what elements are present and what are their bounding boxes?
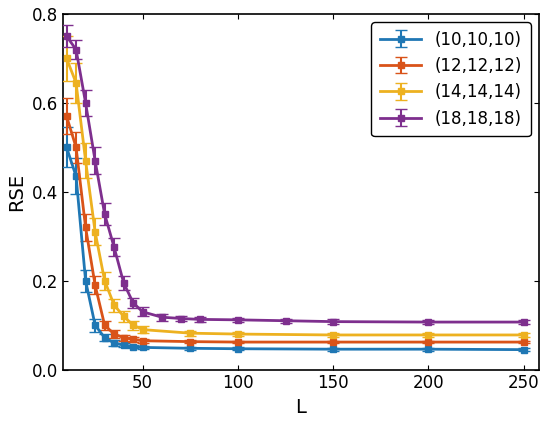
X-axis label: L: L <box>295 398 306 417</box>
Legend: (10,10,10), (12,12,12), (14,14,14), (18,18,18): (10,10,10), (12,12,12), (14,14,14), (18,… <box>372 22 530 136</box>
Y-axis label: RSE: RSE <box>7 173 26 211</box>
